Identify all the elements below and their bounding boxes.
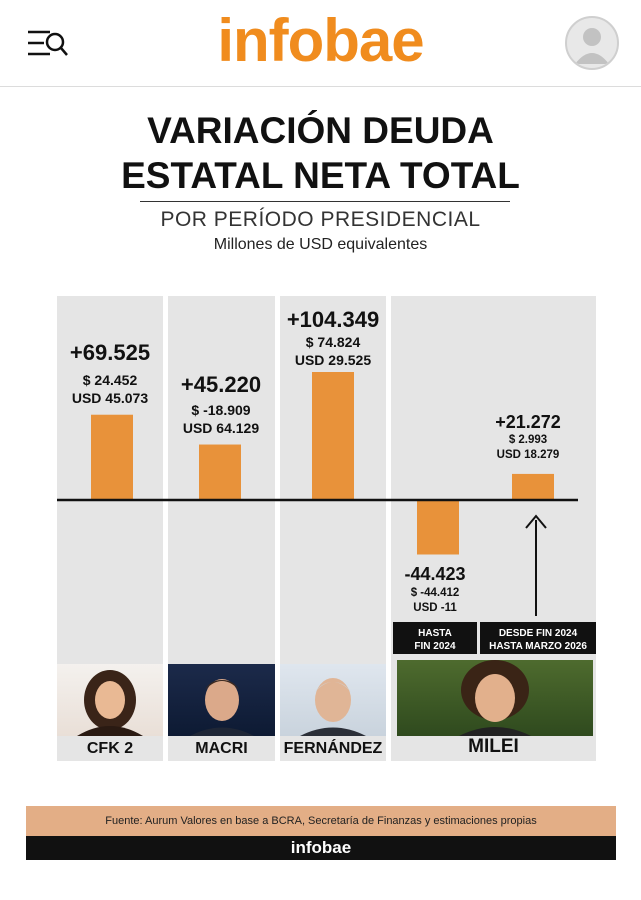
pesos-label-0: $ 24.452 (83, 372, 138, 388)
fernandez-photo (280, 664, 386, 736)
chart-title-line2: ESTATAL NETA TOTAL (121, 155, 520, 196)
macri-photo (168, 664, 275, 736)
infobae-logo[interactable]: infobae (217, 7, 424, 74)
bar-1 (199, 444, 241, 500)
bar-3 (417, 500, 459, 555)
name-macri: MACRI (195, 740, 248, 757)
source-note: Fuente: Aurum Valores en base a BCRA, Se… (26, 806, 616, 836)
chart-subtitle: POR PERÍODO PRESIDENCIAL (160, 208, 481, 231)
bar-0 (91, 414, 133, 500)
usd-label-0: USD 45.073 (72, 390, 148, 406)
footer-logo: infobae (26, 836, 616, 860)
period-label-1-line2: HASTA MARZO 2026 (489, 641, 587, 652)
usd-label-2: USD 29.525 (295, 352, 371, 368)
menu-search-icon[interactable] (26, 26, 70, 62)
period-label-1-line1: DESDE FIN 2024 (499, 628, 578, 639)
value-label-3: -44.423 (404, 564, 465, 584)
name-milei: MILEI (468, 736, 519, 757)
milei-photo (397, 660, 593, 736)
period-label-0-line1: HASTA (418, 628, 452, 639)
user-avatar-icon[interactable] (565, 16, 619, 70)
cfk-photo (57, 664, 163, 736)
name-cfk: CFK 2 (86, 740, 134, 757)
arrow-head (525, 514, 547, 529)
bar-2 (312, 372, 354, 500)
pesos-label-3: $ -44.412 (411, 587, 460, 599)
pesos-label-1: $ -18.909 (191, 402, 250, 418)
value-label-0: +69.525 (70, 340, 150, 365)
usd-label-3: USD -11 (413, 602, 457, 614)
period-box-1 (480, 622, 596, 654)
value-label-1: +45.220 (181, 372, 261, 397)
pesos-label-2: $ 74.824 (306, 334, 361, 350)
usd-label-4: USD 18.279 (497, 449, 560, 461)
pesos-label-4: $ 2.993 (509, 434, 547, 446)
period-label-0-line2: FIN 2024 (414, 641, 456, 652)
period-box-0 (393, 622, 477, 654)
value-label-4: +21.272 (495, 412, 561, 432)
value-label-2: +104.349 (287, 307, 379, 332)
usd-label-1: USD 64.129 (183, 420, 259, 436)
bar-4 (512, 473, 554, 500)
chart-units: Millones de USD equivalentes (213, 236, 428, 253)
chart-title-line1: VARIACIÓN DEUDA (147, 110, 494, 151)
name-fernandez: FERNÁNDEZ (283, 740, 383, 757)
title-divider (140, 201, 510, 202)
top-bar: infobae (0, 0, 641, 87)
